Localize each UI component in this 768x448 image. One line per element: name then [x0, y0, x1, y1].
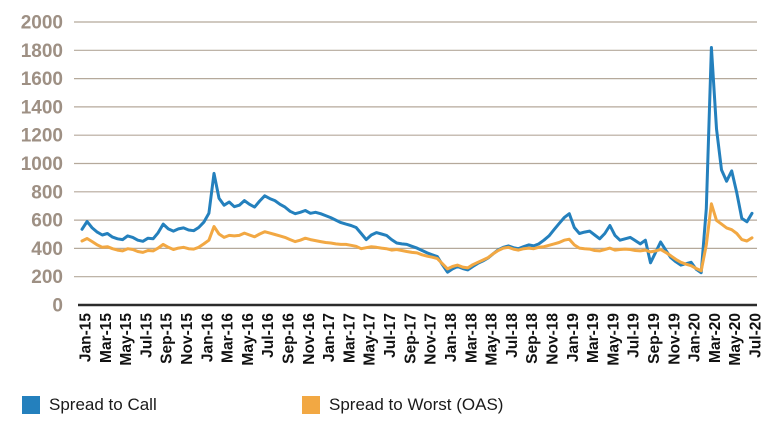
- svg-text:Mar-18: Mar-18: [463, 313, 480, 363]
- svg-text:1800: 1800: [21, 41, 63, 62]
- svg-text:1200: 1200: [21, 126, 63, 147]
- y-gridlines: [74, 21, 757, 307]
- svg-text:Jan-15: Jan-15: [78, 313, 95, 362]
- svg-text:Jan-20: Jan-20: [687, 313, 704, 362]
- svg-text:Jul-18: Jul-18: [504, 313, 521, 358]
- svg-text:Mar-20: Mar-20: [707, 313, 724, 363]
- svg-text:200: 200: [31, 267, 63, 288]
- svg-text:Jan-16: Jan-16: [199, 313, 216, 362]
- svg-text:0: 0: [52, 296, 63, 317]
- svg-text:Nov-15: Nov-15: [179, 313, 196, 365]
- svg-text:400: 400: [31, 239, 63, 260]
- y-axis-labels: 0 200 400 600 800 1000 1200 1400 1600 1800 2000: [21, 13, 63, 317]
- svg-text:May-15: May-15: [118, 313, 135, 366]
- svg-text:Jan-18: Jan-18: [443, 313, 460, 362]
- svg-text:Jul-19: Jul-19: [626, 313, 643, 358]
- svg-text:Mar-19: Mar-19: [585, 313, 602, 363]
- svg-text:2000: 2000: [21, 13, 63, 34]
- spread-to-worst-swatch-icon: [302, 396, 320, 414]
- svg-text:Mar-15: Mar-15: [98, 313, 115, 363]
- svg-text:Sep-16: Sep-16: [281, 313, 298, 364]
- svg-text:May-17: May-17: [362, 313, 379, 366]
- svg-text:May-18: May-18: [484, 313, 501, 366]
- legend-label: Spread to Worst (OAS): [329, 395, 504, 414]
- svg-text:Jul-20: Jul-20: [748, 313, 765, 358]
- svg-text:Sep-18: Sep-18: [524, 313, 541, 364]
- svg-text:Jan-17: Jan-17: [321, 313, 338, 362]
- legend-label: Spread to Call: [49, 395, 157, 414]
- svg-text:Jul-16: Jul-16: [260, 313, 277, 358]
- svg-text:Sep-15: Sep-15: [159, 313, 176, 364]
- spread-to-call-swatch-icon: [22, 396, 40, 414]
- svg-text:May-16: May-16: [240, 313, 257, 366]
- svg-text:Nov-19: Nov-19: [666, 313, 683, 365]
- svg-text:Mar-16: Mar-16: [220, 313, 237, 363]
- svg-text:Jan-19: Jan-19: [565, 313, 582, 362]
- x-axis-labels: Jan-15 Mar-15 May-15 Jul-15 Sep-15 Nov-15 Jan-…: [78, 313, 765, 366]
- series-spread-to-worst-oas: [80, 202, 754, 273]
- legend-item-spread-to-worst: Spread to Worst (OAS): [302, 396, 503, 414]
- svg-text:1000: 1000: [21, 154, 63, 175]
- svg-text:Nov-16: Nov-16: [301, 313, 318, 365]
- svg-text:Mar-17: Mar-17: [341, 313, 358, 363]
- svg-text:800: 800: [31, 182, 63, 203]
- svg-text:Jul-15: Jul-15: [138, 313, 155, 358]
- svg-text:1600: 1600: [21, 69, 63, 90]
- svg-text:Nov-17: Nov-17: [423, 313, 440, 365]
- series-spread-to-call: [80, 46, 754, 275]
- legend-item-spread-to-call: Spread to Call: [22, 396, 157, 414]
- svg-text:1400: 1400: [21, 97, 63, 118]
- svg-text:600: 600: [31, 211, 63, 232]
- svg-text:May-19: May-19: [605, 313, 622, 366]
- chart-canvas: 0 200 400 600 800 1000 1200 1400 1600 1800 2000 Jan…: [21, 13, 765, 366]
- svg-text:May-20: May-20: [727, 313, 744, 366]
- svg-text:Jul-17: Jul-17: [382, 313, 399, 358]
- svg-text:Nov-18: Nov-18: [544, 313, 561, 365]
- svg-text:Sep-19: Sep-19: [646, 313, 663, 364]
- svg-text:Sep-17: Sep-17: [402, 313, 419, 364]
- chart-legend: Spread to Call Spread to Worst (OAS): [0, 396, 768, 426]
